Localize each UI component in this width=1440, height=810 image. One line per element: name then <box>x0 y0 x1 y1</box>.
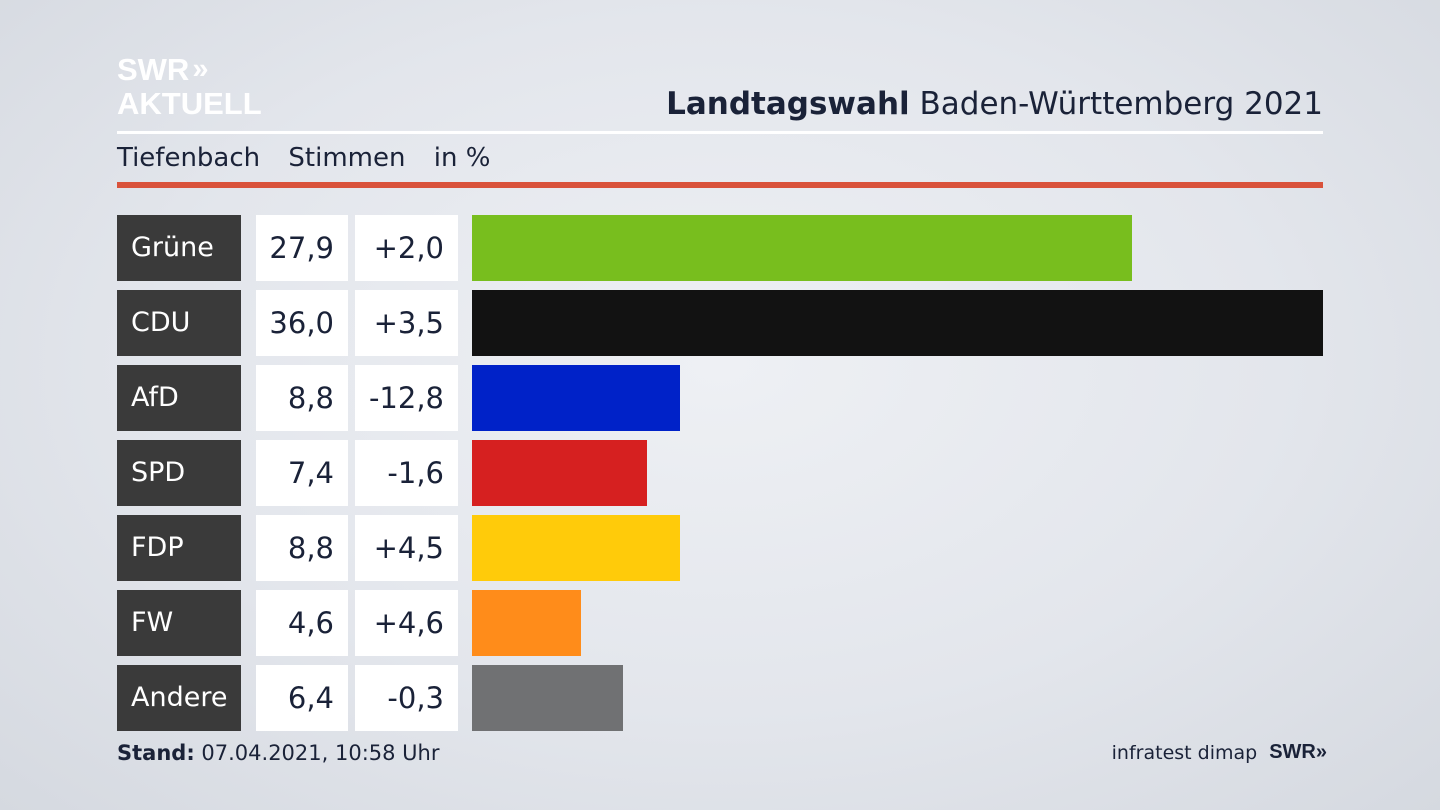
page-title: Landtagswahl Baden-Württemberg 2021 <box>666 86 1323 122</box>
vote-share-label: 8,8 <box>256 515 348 581</box>
change-label: +3,5 <box>355 290 458 356</box>
bar <box>472 365 680 431</box>
logo-line-1: SWR » <box>117 51 262 87</box>
title-bold: Landtagswahl <box>666 86 910 122</box>
stand-label: Stand: <box>117 741 195 765</box>
party-label: SPD <box>117 440 241 506</box>
bar <box>472 590 581 656</box>
party-label: FDP <box>117 515 241 581</box>
vote-share-label: 7,4 <box>256 440 348 506</box>
party-label: AfD <box>117 365 241 431</box>
change-label: +4,6 <box>355 590 458 656</box>
bar <box>472 515 680 581</box>
vote-share-label: 6,4 <box>256 665 348 731</box>
accent-divider <box>117 182 1323 188</box>
vote-share-label: 36,0 <box>256 290 348 356</box>
logo-swr-text: SWR <box>117 51 190 87</box>
bar-row: SPD 7,4 -1,6 <box>117 440 1323 506</box>
change-label: -1,6 <box>355 440 458 506</box>
vote-share-label: 27,9 <box>256 215 348 281</box>
timestamp: Stand: 07.04.2021, 10:58 Uhr <box>117 741 440 765</box>
subtitle-place: Tiefenbach <box>117 143 261 173</box>
brand-arrows-icon: » <box>1315 741 1327 763</box>
party-label: Andere <box>117 665 241 731</box>
bar-row: FW 4,6 +4,6 <box>117 590 1323 656</box>
change-label: -12,8 <box>355 365 458 431</box>
bar <box>472 665 623 731</box>
party-label: CDU <box>117 290 241 356</box>
bar <box>472 215 1132 281</box>
swr-aktuell-logo: SWR » AKTUELL <box>117 51 262 121</box>
logo-arrows-icon: » <box>192 52 208 85</box>
bar <box>472 440 647 506</box>
bar-row: AfD 8,8 -12,8 <box>117 365 1323 431</box>
subtitle-unit: in % <box>433 143 491 173</box>
source-credit: infratest dimap SWR» <box>1111 741 1327 764</box>
vote-share-label: 4,6 <box>256 590 348 656</box>
logo-aktuell-text: AKTUELL <box>117 86 262 121</box>
brand-text: SWR <box>1269 741 1316 763</box>
change-label: +2,0 <box>355 215 458 281</box>
party-label: FW <box>117 590 241 656</box>
bar <box>472 290 1323 356</box>
subtitle-measure: Stimmen <box>288 143 406 173</box>
bar-row: CDU 36,0 +3,5 <box>117 290 1323 356</box>
chart-subtitle: Tiefenbach Stimmen in % <box>117 143 510 173</box>
bar-row: FDP 8,8 +4,5 <box>117 515 1323 581</box>
party-label: Grüne <box>117 215 241 281</box>
bar-row: Andere 6,4 -0,3 <box>117 665 1323 731</box>
change-label: -0,3 <box>355 665 458 731</box>
change-label: +4,5 <box>355 515 458 581</box>
source-text: infratest dimap <box>1111 741 1258 764</box>
vote-share-label: 8,8 <box>256 365 348 431</box>
title-divider <box>117 131 1323 134</box>
swr-brand-logo: SWR» <box>1269 741 1327 764</box>
title-rest: Baden-Württemberg 2021 <box>909 86 1324 122</box>
bar-row: Grüne 27,9 +2,0 <box>117 215 1323 281</box>
stand-value: 07.04.2021, 10:58 Uhr <box>194 741 440 765</box>
